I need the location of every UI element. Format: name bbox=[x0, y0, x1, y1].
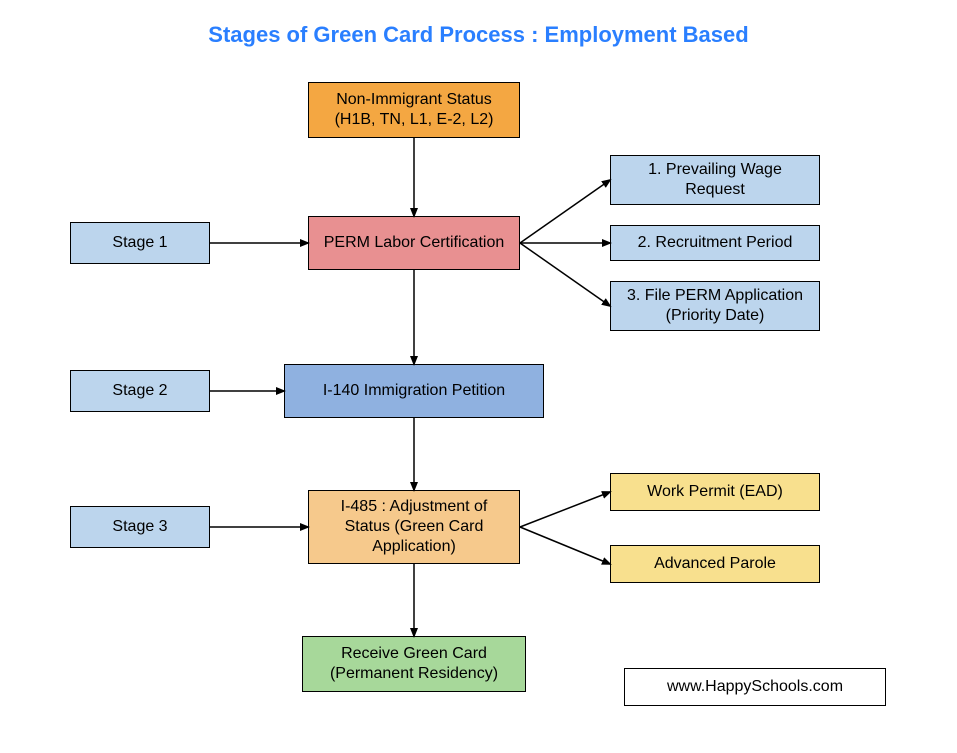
node-n_top: Non-Immigrant Status (H1B, TN, L1, E-2, … bbox=[308, 82, 520, 138]
node-n_stage1: Stage 1 bbox=[70, 222, 210, 264]
edge-n_i485-n_ap bbox=[520, 527, 610, 564]
node-n_i485: I-485 : Adjustment of Status (Green Card… bbox=[308, 490, 520, 564]
node-n_green: Receive Green Card (Permanent Residency) bbox=[302, 636, 526, 692]
node-n_stage3: Stage 3 bbox=[70, 506, 210, 548]
edge-n_perm-n_r3 bbox=[520, 243, 610, 306]
node-n_footer: www.HappySchools.com bbox=[624, 668, 886, 706]
edge-n_i485-n_ead bbox=[520, 492, 610, 527]
node-n_ead: Work Permit (EAD) bbox=[610, 473, 820, 511]
node-n_i140: I-140 Immigration Petition bbox=[284, 364, 544, 418]
node-n_perm: PERM Labor Certification bbox=[308, 216, 520, 270]
node-n_stage2: Stage 2 bbox=[70, 370, 210, 412]
node-n_r2: 2. Recruitment Period bbox=[610, 225, 820, 261]
node-n_ap: Advanced Parole bbox=[610, 545, 820, 583]
page-title: Stages of Green Card Process : Employmen… bbox=[0, 22, 957, 48]
node-n_r1: 1. Prevailing Wage Request bbox=[610, 155, 820, 205]
node-n_r3: 3. File PERM Application (Priority Date) bbox=[610, 281, 820, 331]
edge-n_perm-n_r1 bbox=[520, 180, 610, 243]
